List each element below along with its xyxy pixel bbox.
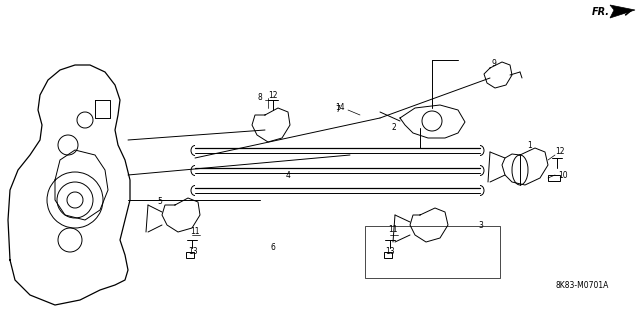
Text: 9: 9 [492, 60, 497, 69]
Polygon shape [610, 5, 635, 18]
Text: 6: 6 [270, 243, 275, 253]
Text: 4: 4 [286, 170, 291, 180]
Text: 2: 2 [392, 123, 397, 132]
Text: 11: 11 [190, 227, 200, 236]
Text: 12: 12 [268, 91, 278, 100]
Text: 7: 7 [335, 106, 340, 115]
Bar [365, 226, 500, 278]
Text: 8K83-M0701A: 8K83-M0701A [555, 280, 609, 290]
Bar [384, 252, 392, 258]
Text: 12: 12 [555, 147, 564, 157]
Text: 11: 11 [388, 226, 397, 234]
Text: 1: 1 [527, 140, 532, 150]
Bar [548, 175, 560, 181]
Text: 8: 8 [257, 93, 262, 101]
Text: 13: 13 [385, 248, 395, 256]
Text: 14: 14 [335, 102, 345, 112]
Text: 3: 3 [478, 220, 483, 229]
Text: 5: 5 [157, 197, 162, 206]
Text: FR.: FR. [592, 7, 610, 17]
Text: 13: 13 [188, 248, 198, 256]
Text: 10: 10 [558, 170, 568, 180]
Bar [186, 252, 194, 258]
